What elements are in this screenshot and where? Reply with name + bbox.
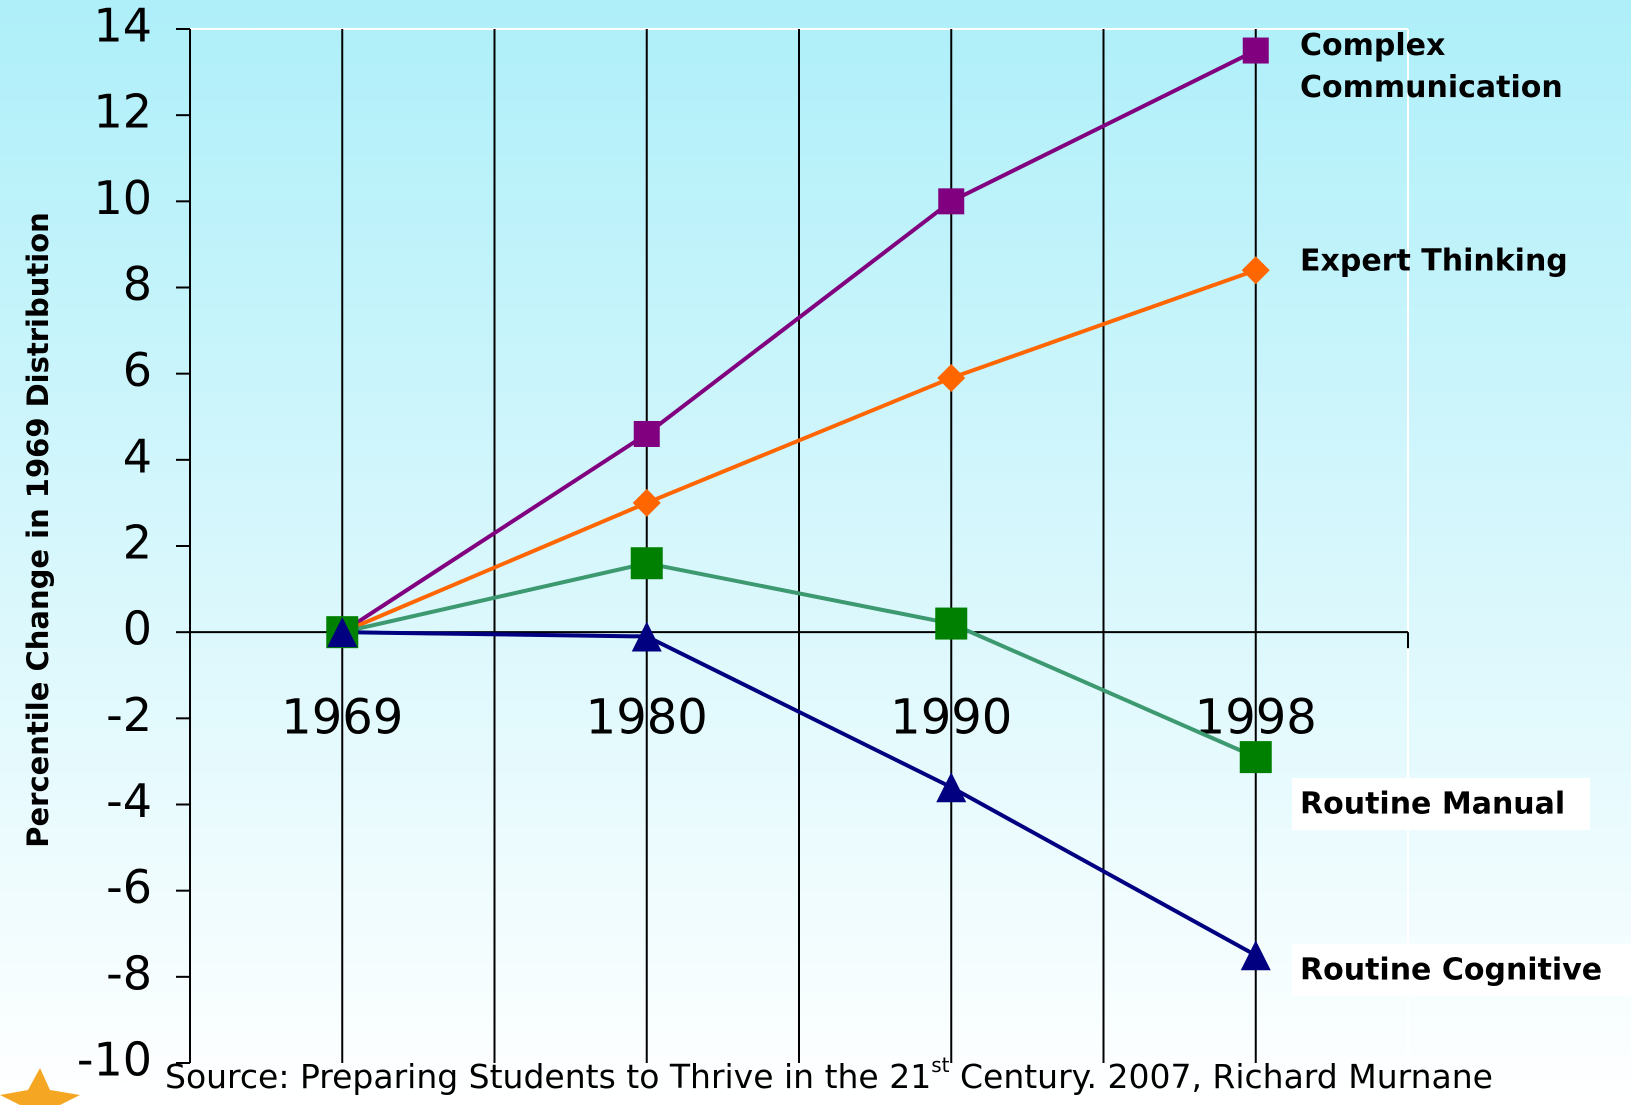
marker <box>633 420 660 447</box>
y-tick-label: -6 <box>106 860 152 914</box>
series-label: Expert Thinking <box>1300 244 1568 279</box>
source-sup: st <box>931 1053 949 1077</box>
y-axis-label: Percentile Change in 1969 Distribution <box>21 212 55 848</box>
marker <box>1240 940 1271 971</box>
y-tick-label: 14 <box>93 0 152 53</box>
marker <box>937 363 966 392</box>
x-tick-label: 1969 <box>281 689 403 745</box>
marker <box>327 617 358 648</box>
y-tick-label: 2 <box>123 516 152 570</box>
y-tick-label: 10 <box>93 171 152 225</box>
series-line <box>341 561 1257 759</box>
marker <box>631 621 662 652</box>
marker <box>935 607 968 640</box>
marker <box>936 772 967 803</box>
plot: -10 -8 -6 -4 -2 0 2 4 6 8 10 12 14 1969 1980 1990 1998 Co… <box>77 0 1631 1087</box>
series-label: Complex Communication <box>1300 28 1563 105</box>
marker <box>632 488 661 517</box>
y-tick-label: 4 <box>123 429 152 483</box>
x-tick-label: 1990 <box>890 689 1012 745</box>
y-tick-label: 8 <box>123 257 152 311</box>
series-label-line: Complex <box>1300 28 1445 63</box>
star-icon <box>0 1068 80 1105</box>
y-tick-label: -2 <box>106 688 152 742</box>
marker <box>630 547 663 580</box>
label-box <box>1292 944 1631 996</box>
y-tick-label: 6 <box>123 343 152 397</box>
marker <box>938 188 965 215</box>
source-note: Source: Preparing Students to Thrive in … <box>165 1053 1493 1096</box>
source-text: Source: Preparing Students to Thrive in … <box>165 1057 931 1096</box>
y-tick-label: -8 <box>106 946 152 1000</box>
marker <box>1241 256 1270 285</box>
y-tick-label: 12 <box>93 85 152 139</box>
label-box <box>1292 778 1590 830</box>
series-line <box>341 48 1257 634</box>
series-label: Routine Manual <box>1300 787 1565 822</box>
series-line <box>341 268 1257 635</box>
series-label: Routine Cognitive <box>1300 953 1602 988</box>
y-tick-label: -4 <box>106 774 152 828</box>
series-line <box>342 630 1257 958</box>
x-tick-label: 1998 <box>1195 689 1317 745</box>
x-tick-label: 1980 <box>586 689 708 745</box>
series-label-line: Communication <box>1300 70 1563 105</box>
marker <box>1239 741 1272 774</box>
source-text: Century. 2007, Richard Murnane <box>949 1057 1492 1096</box>
y-tick-label: 0 <box>123 602 152 656</box>
marker <box>1242 37 1269 64</box>
y-tick-label: -10 <box>77 1033 152 1087</box>
